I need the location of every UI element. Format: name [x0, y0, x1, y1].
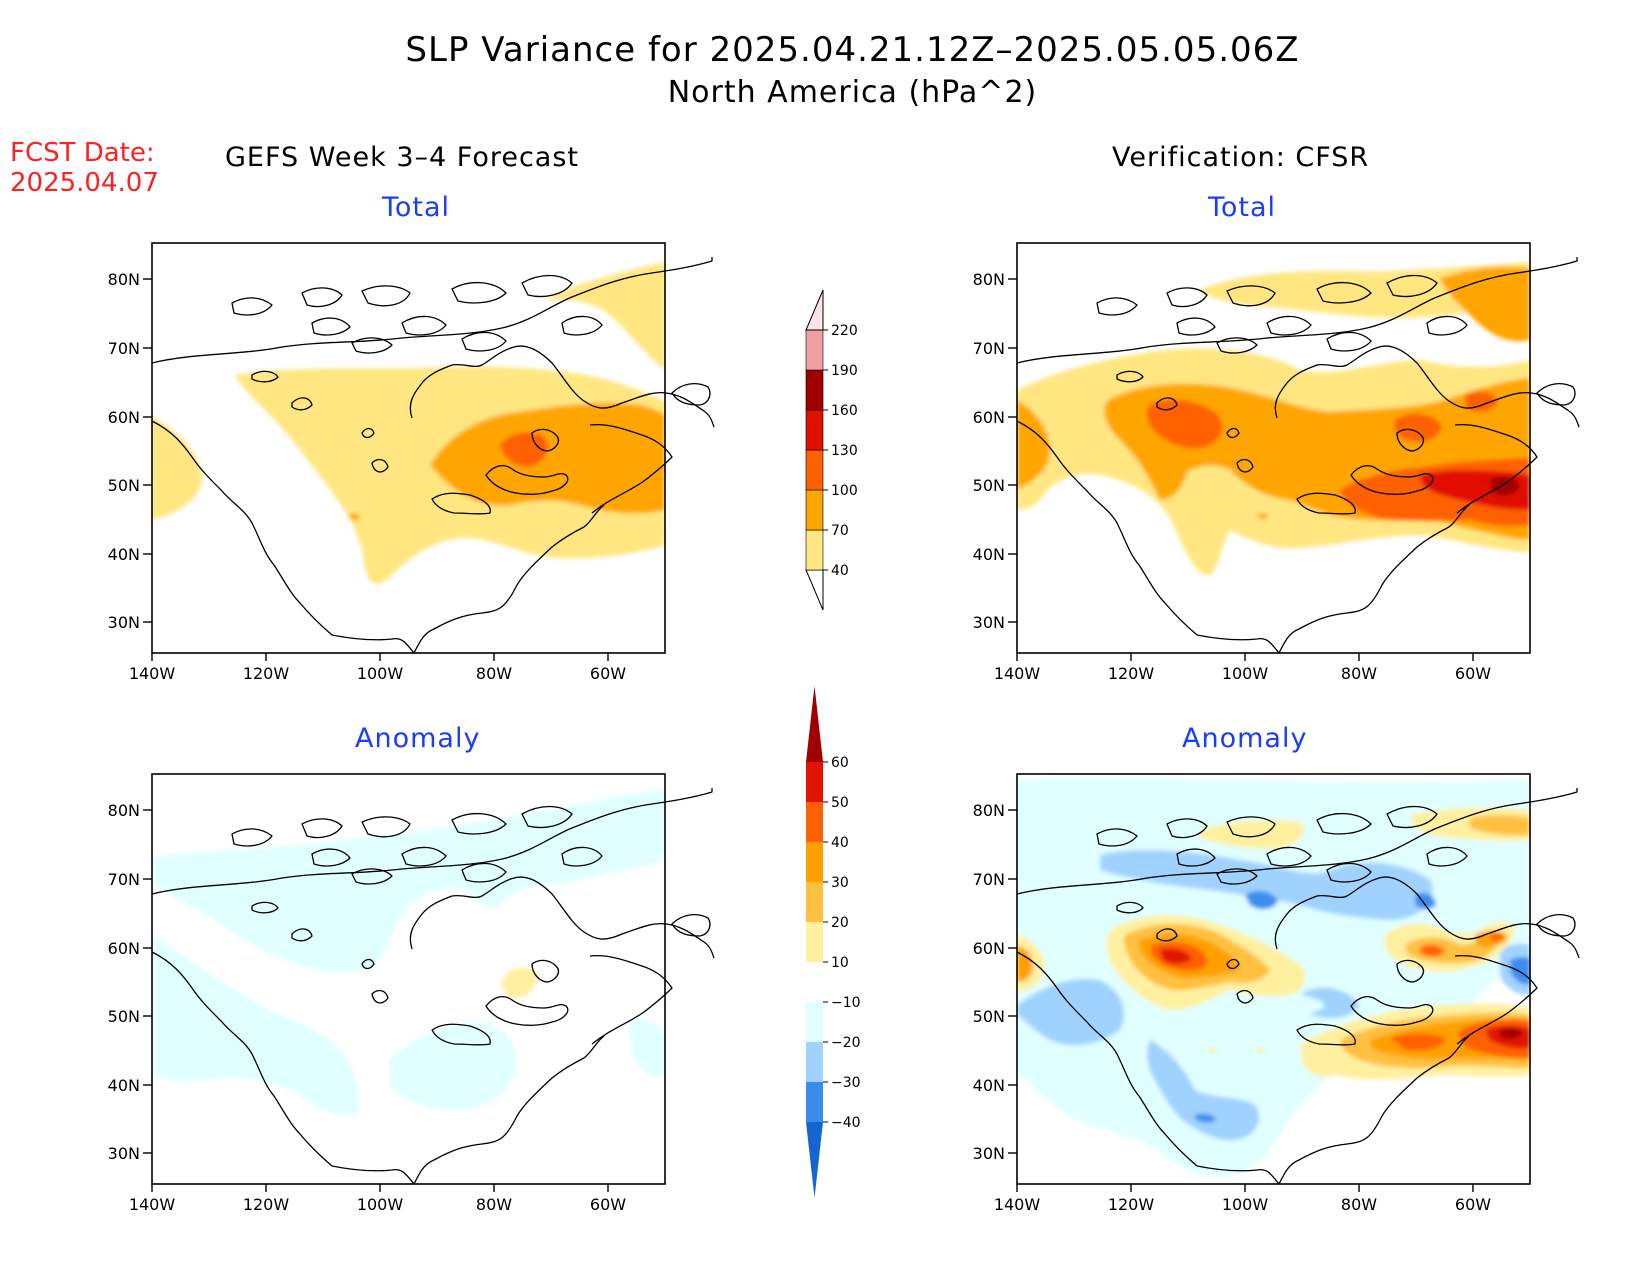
colorbar-bin	[806, 882, 823, 922]
lon-label: 80W	[1341, 664, 1377, 683]
colorbar-label: 60	[831, 755, 849, 771]
lon-label: 60W	[590, 1195, 626, 1214]
lat-label: 40N	[108, 1076, 140, 1095]
lat-label: 60N	[108, 408, 140, 427]
lon-label: 60W	[1455, 664, 1491, 683]
colorbar-label: 30	[831, 875, 849, 891]
colorbar-bin	[806, 962, 823, 1002]
colorbar-label: −40	[831, 1115, 861, 1131]
lat-label: 30N	[108, 1144, 140, 1163]
lat-label: 50N	[973, 476, 1005, 495]
lat-label: 30N	[973, 1144, 1005, 1163]
colorbar-anomaly: −40 −30 −20 −10 10 20 30 40 50 60	[806, 686, 861, 1198]
colorbar-bin	[805, 569, 824, 611]
panel-title-forecast-total: Total	[382, 192, 451, 223]
lon-label: 140W	[994, 664, 1041, 683]
lon-label: 120W	[243, 1195, 290, 1214]
colorbar-bin	[805, 529, 824, 571]
panel-title-forecast-anomaly: Anomaly	[355, 723, 481, 754]
colorbar-bin	[806, 1122, 823, 1198]
colorbar-label: 130	[831, 443, 858, 459]
fcst-date-label: FCST Date:	[10, 138, 155, 168]
colorbar-bin	[806, 1042, 823, 1082]
lat-label: 80N	[108, 270, 140, 289]
lat-label: 60N	[108, 939, 140, 958]
lon-label: 100W	[1222, 1195, 1269, 1214]
colorbar-total: 40 70 100 130 160 190 220	[805, 289, 858, 611]
colorbar-label: 220	[831, 323, 858, 339]
colorbar-label: 10	[831, 955, 849, 971]
lon-label: 140W	[994, 1195, 1041, 1214]
column-title-forecast: GEFS Week 3–4 Forecast	[225, 142, 580, 173]
lon-label: 80W	[476, 1195, 512, 1214]
colorbar-label: 50	[831, 795, 849, 811]
lon-label: 100W	[357, 664, 404, 683]
colorbar-label: −30	[831, 1075, 861, 1091]
colorbar-bin	[806, 842, 823, 882]
lat-label: 60N	[973, 939, 1005, 958]
lon-label: 120W	[243, 664, 290, 683]
colorbar-label: 70	[831, 523, 849, 539]
colorbar-label: 40	[831, 835, 849, 851]
lat-label: 70N	[973, 339, 1005, 358]
colorbar-bin	[805, 489, 824, 531]
map-forecast-anomaly	[142, 773, 715, 1193]
colorbar-label: 20	[831, 915, 849, 931]
lon-label: 140W	[129, 664, 176, 683]
lon-label: 80W	[476, 664, 512, 683]
lon-label: 120W	[1108, 1195, 1155, 1214]
lon-label: 100W	[1222, 664, 1269, 683]
lat-label: 80N	[973, 801, 1005, 820]
colorbar-label: −20	[831, 1035, 861, 1051]
lat-label: 40N	[108, 545, 140, 564]
map-verification-total	[1007, 242, 1580, 662]
lat-label: 40N	[973, 545, 1005, 564]
lon-label: 140W	[129, 1195, 176, 1214]
lat-label: 40N	[973, 1076, 1005, 1095]
lat-label: 80N	[973, 270, 1005, 289]
lat-label: 30N	[108, 613, 140, 632]
column-title-verification: Verification: CFSR	[1112, 142, 1370, 173]
lon-label: 120W	[1108, 664, 1155, 683]
colorbar-bin	[806, 1002, 823, 1042]
lat-label: 50N	[973, 1007, 1005, 1026]
lon-label: 100W	[357, 1195, 404, 1214]
panel-title-verification-total: Total	[1208, 192, 1277, 223]
lat-label: 30N	[973, 613, 1005, 632]
lat-label: 70N	[973, 870, 1005, 889]
chart-title: SLP Variance for 2025.04.21.12Z–2025.05.…	[405, 30, 1300, 70]
lon-label: 60W	[590, 664, 626, 683]
panel-title-verification-anomaly: Anomaly	[1182, 723, 1308, 754]
colorbar-label: 160	[831, 403, 858, 419]
lat-label: 70N	[108, 870, 140, 889]
colorbar-label: 40	[831, 563, 849, 579]
colorbar-bin	[806, 686, 823, 762]
axis-labels: 80N 70N 60N 50N 40N 30N 140W 120W 100W 80W 60W 80N 7…	[108, 270, 1492, 1214]
lat-label: 70N	[108, 339, 140, 358]
map-forecast-total	[142, 242, 715, 662]
lat-label: 80N	[108, 801, 140, 820]
chart-subtitle: North America (hPa^2)	[667, 75, 1038, 110]
map-verification-anomaly	[1007, 773, 1580, 1193]
lon-label: 80W	[1341, 1195, 1377, 1214]
lat-label: 50N	[108, 1007, 140, 1026]
colorbar-bin	[806, 762, 823, 802]
colorbar-bin	[805, 449, 824, 491]
colorbar-bin	[806, 1082, 823, 1122]
colorbar-bin	[805, 369, 824, 411]
fcst-date-value: 2025.04.07	[10, 168, 159, 198]
lon-label: 60W	[1455, 1195, 1491, 1214]
lat-label: 50N	[108, 476, 140, 495]
colorbar-label: 190	[831, 363, 858, 379]
colorbar-bin	[805, 409, 824, 451]
colorbar-bin	[806, 922, 823, 962]
colorbar-label: 100	[831, 483, 858, 499]
fcst-date-block: FCST Date: 2025.04.07	[10, 138, 159, 198]
colorbar-bin	[805, 289, 824, 331]
colorbar-label: −10	[831, 995, 861, 1011]
colorbar-bin	[805, 329, 824, 371]
colorbar-bin	[806, 802, 823, 842]
lat-label: 60N	[973, 408, 1005, 427]
